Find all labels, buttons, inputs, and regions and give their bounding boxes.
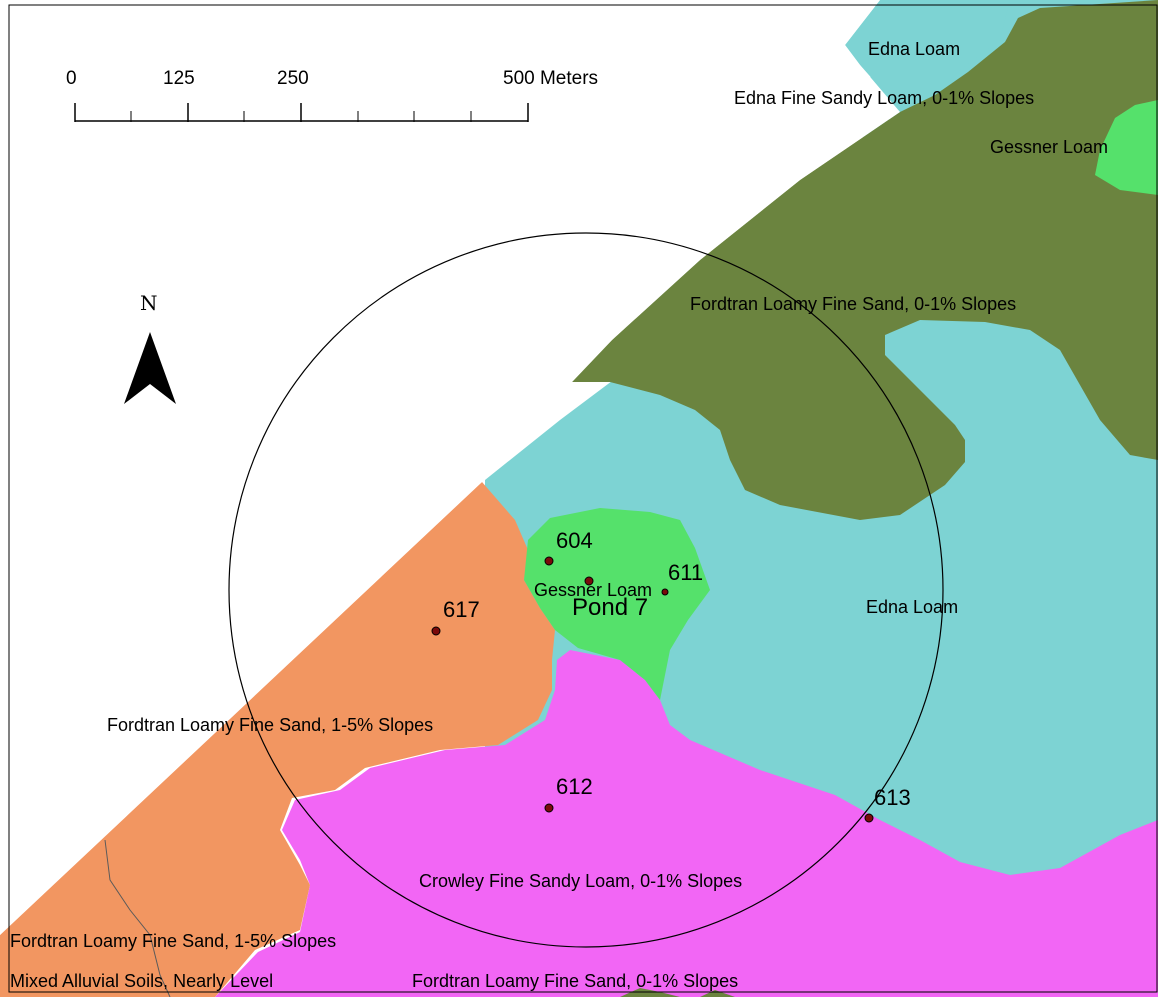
label-mixed-alluvial: Mixed Alluvial Soils, Nearly Level [10, 971, 273, 991]
sample-point-label: 617 [443, 597, 480, 622]
north-label: N [140, 291, 158, 315]
sample-point-label: 613 [874, 785, 911, 810]
scale-label-500-meters: 500 Meters [503, 68, 598, 89]
sample-point-604[interactable]: 604 [544, 528, 593, 566]
north-arrow-icon: N [124, 291, 176, 404]
scale-label-0: 0 [66, 68, 77, 89]
label-edna-fine-sandy-loam: Edna Fine Sandy Loam, 0-1% Slopes [734, 88, 1034, 108]
label-crowley: Crowley Fine Sandy Loam, 0-1% Slopes [419, 871, 742, 891]
unmapped-area [0, 0, 900, 935]
label-edna-loam-top: Edna Loam [868, 39, 960, 59]
scale-label-250: 250 [277, 68, 309, 89]
sample-point-617[interactable]: 617 [431, 597, 480, 636]
soil-gessner-loam-pond-region [524, 508, 710, 700]
label-fordtran-1-5-mid: Fordtran Loamy Fine Sand, 1-5% Slopes [107, 715, 433, 735]
soil-edna-loam-top-region [845, 0, 1010, 110]
label-fordtran-1-5-bottom: Fordtran Loamy Fine Sand, 1-5% Slopes [10, 931, 336, 951]
mixed-alluvial-boundary [104, 839, 171, 997]
scale-bar: 0 125 250 500 Meters [66, 68, 598, 122]
soil-crowley-region [215, 650, 1158, 997]
sample-point-pond-center[interactable] [584, 576, 594, 586]
label-gessner-loam-pond: Gessner Loam [534, 580, 652, 600]
soil-gessner-loam-top-region [1095, 100, 1158, 195]
scale-label-125: 125 [163, 68, 195, 89]
label-fordtran-0-1-top: Fordtran Loamy Fine Sand, 0-1% Slopes [690, 294, 1016, 314]
sample-point-label: 611 [668, 560, 703, 585]
soil-small-patch-bottom [620, 988, 735, 997]
buffer-circle [228, 232, 944, 948]
label-pond-7: Pond 7 [572, 594, 648, 621]
label-gessner-loam-top: Gessner Loam [990, 137, 1108, 157]
label-fordtran-0-1-bottom: Fordtran Loamy Fine Sand, 0-1% Slopes [412, 971, 738, 991]
soil-fordtran-1-5-region [0, 482, 555, 997]
map-border [8, 4, 1158, 993]
label-edna-loam-mid: Edna Loam [866, 597, 958, 617]
sample-point-label: 604 [556, 528, 593, 553]
sample-point-612[interactable]: 612 [544, 774, 593, 813]
sample-point-611[interactable]: 611 [661, 560, 703, 596]
sample-point-label: 612 [556, 774, 593, 799]
soil-fordtran-0-1-region [572, 0, 1158, 520]
sample-point-613[interactable]: 613 [864, 785, 911, 823]
